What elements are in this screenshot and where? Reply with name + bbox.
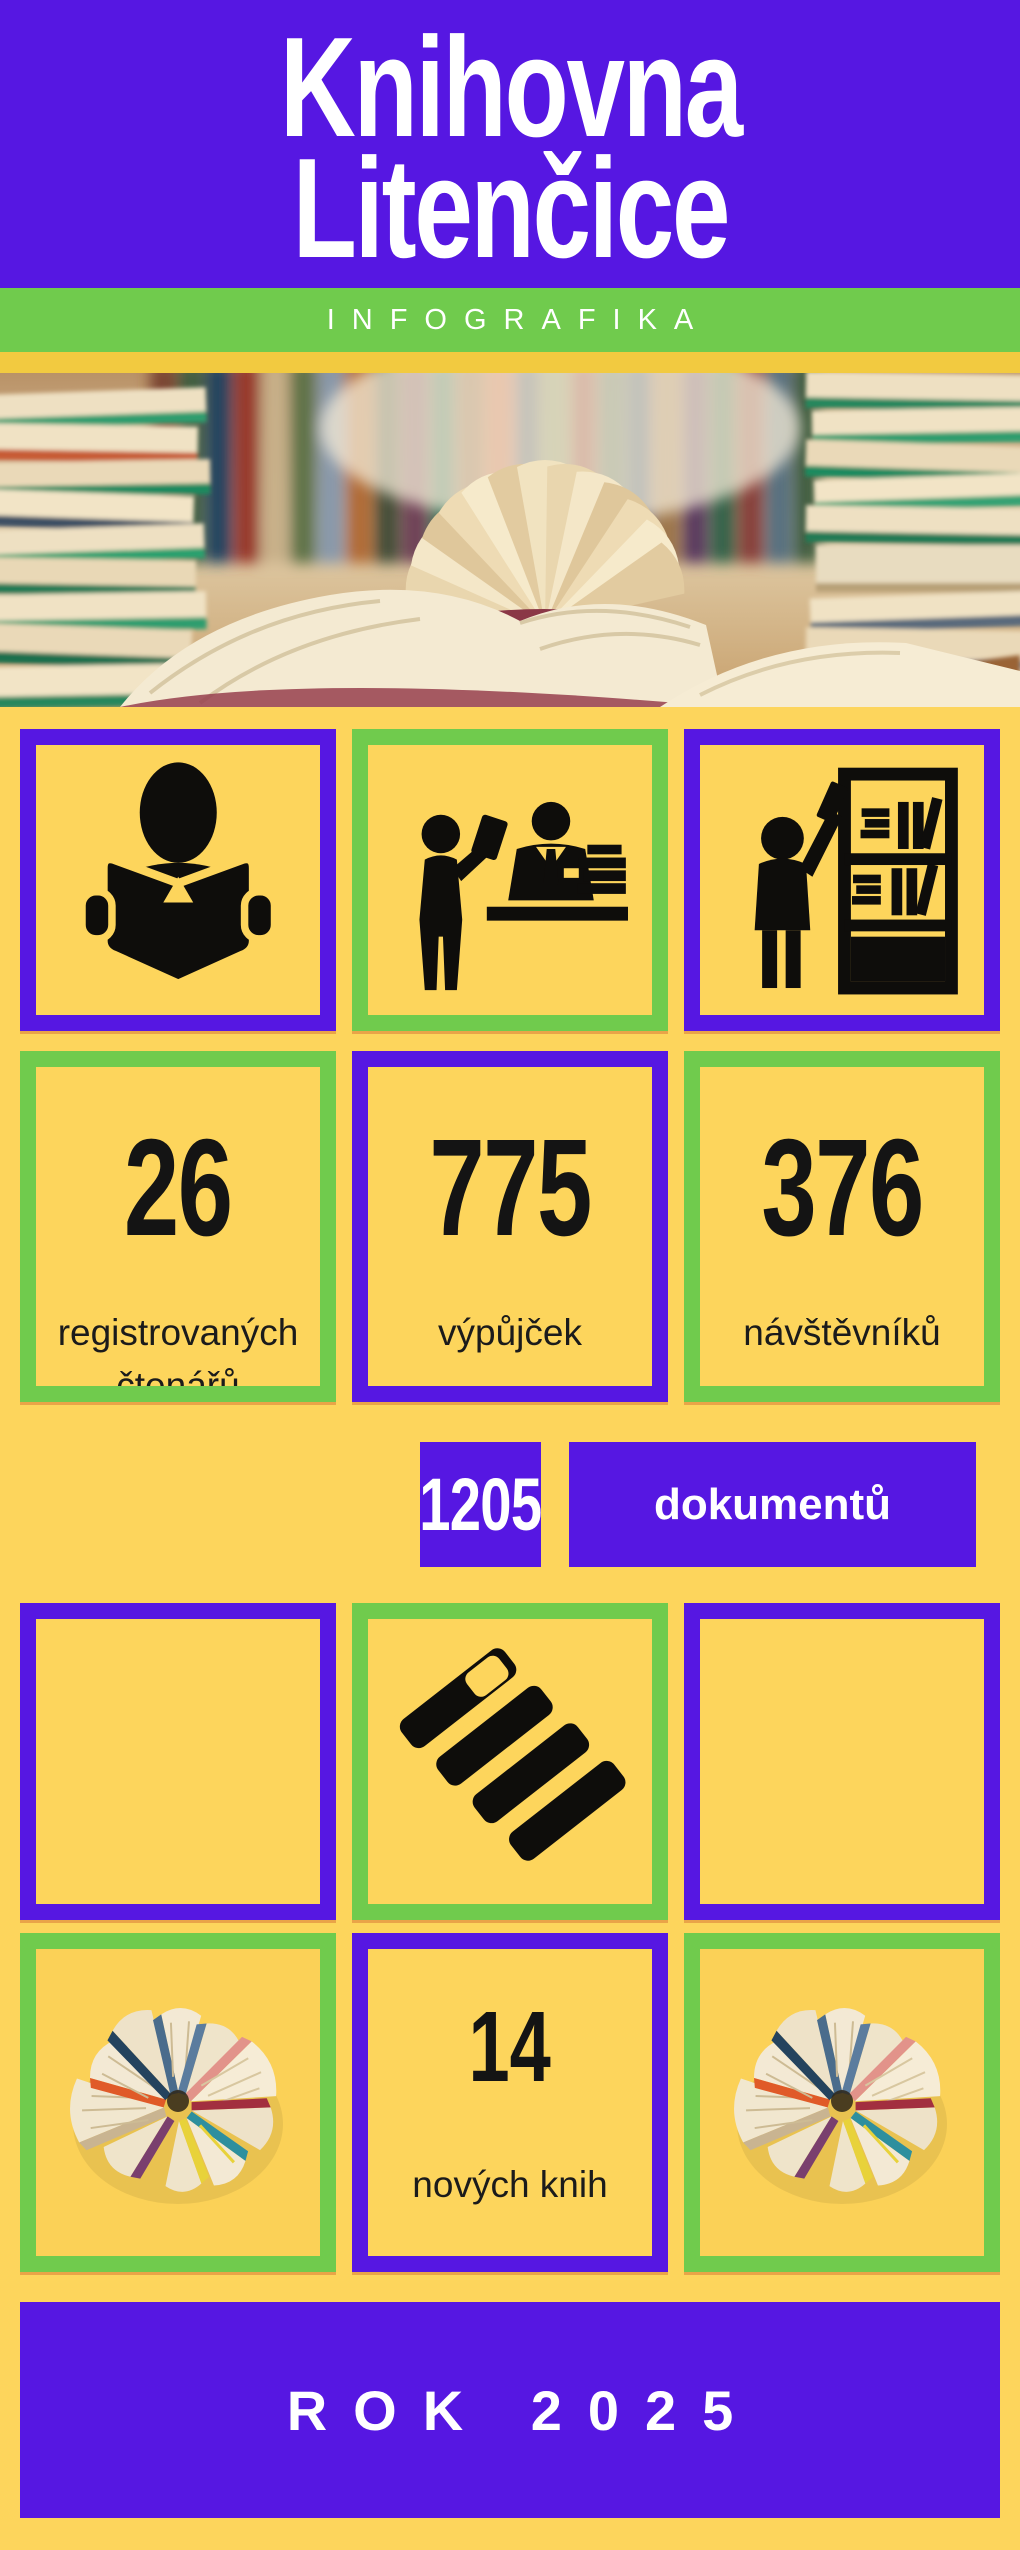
stack-of-books-icon: [391, 1639, 634, 1870]
loans-label: výpůjček: [438, 1312, 582, 1353]
title-line-1: Knihovna: [279, 8, 743, 167]
documents-label: dokumentů: [653, 1479, 892, 1529]
documents-label-box: dokumentů: [569, 1442, 976, 1567]
fanned-books-photo: [36, 1949, 320, 2256]
card-registered-readers: 26 registrovaných čtenářů: [20, 1051, 336, 1402]
documents-value-box: 1205: [419, 1442, 542, 1567]
icons-row: [20, 729, 1000, 1031]
footer-year: ROK 2025: [286, 2378, 760, 2442]
visitors-label: návštěvníků: [743, 1312, 941, 1353]
fanned-books-photo: [700, 1949, 984, 2256]
subtitle-band: INFOGRAFIKA: [0, 288, 1020, 352]
open-books-photo-illustration: [0, 373, 1020, 707]
fanned-books-photo-right: [684, 1933, 1000, 2272]
collection-row: [20, 1603, 1000, 1920]
divider-strip: [0, 352, 1020, 373]
new-books-label: nových knih: [412, 2164, 608, 2205]
card-loans: 775 výpůjček: [352, 1051, 668, 1402]
readers-label: registrovaných čtenářů: [57, 1312, 299, 1402]
empty-card-left: [20, 1603, 336, 1920]
header: Knihovna Litenčice: [0, 0, 1020, 288]
open-books-photo: [0, 373, 1020, 707]
readers-value: 26: [124, 1111, 233, 1265]
card-book-stack: [352, 1603, 668, 1920]
subtitle: INFOGRAFIKA: [326, 303, 711, 336]
new-books-row: 14 nových knih: [20, 1933, 1000, 2272]
card-new-books: 14 nových knih: [352, 1933, 668, 2272]
loans-value: 775: [429, 1111, 592, 1265]
empty-card-right: [684, 1603, 1000, 1920]
librarian-lending-desk-icon: [419, 801, 628, 991]
visitors-value: 376: [761, 1111, 924, 1265]
card-visitors-icon: [684, 729, 1000, 1031]
fanned-books-photo-left: [20, 1933, 336, 2272]
person-reading-icon: [81, 762, 275, 989]
page-title: Knihovna Litenčice: [199, 8, 822, 288]
card-loans-icon: [352, 729, 668, 1031]
title-line-2: Litenčice: [292, 129, 730, 288]
person-at-bookshelf-icon: [754, 767, 958, 995]
footer-year-banner: ROK 2025: [20, 2302, 1000, 2518]
card-readers-icon: [20, 729, 336, 1031]
documents-row: 1205 dokumentů: [419, 1442, 1020, 1567]
stats-row: 26 registrovaných čtenářů 775 výpůjček 3…: [20, 1051, 1000, 1402]
new-books-value: 14: [468, 1991, 552, 2103]
documents-value: 1205: [419, 1463, 542, 1546]
card-visitors: 376 návštěvníků: [684, 1051, 1000, 1402]
